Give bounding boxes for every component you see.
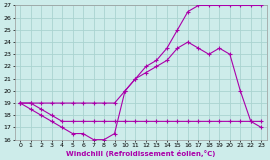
X-axis label: Windchill (Refroidissement éolien,°C): Windchill (Refroidissement éolien,°C) — [66, 150, 215, 156]
